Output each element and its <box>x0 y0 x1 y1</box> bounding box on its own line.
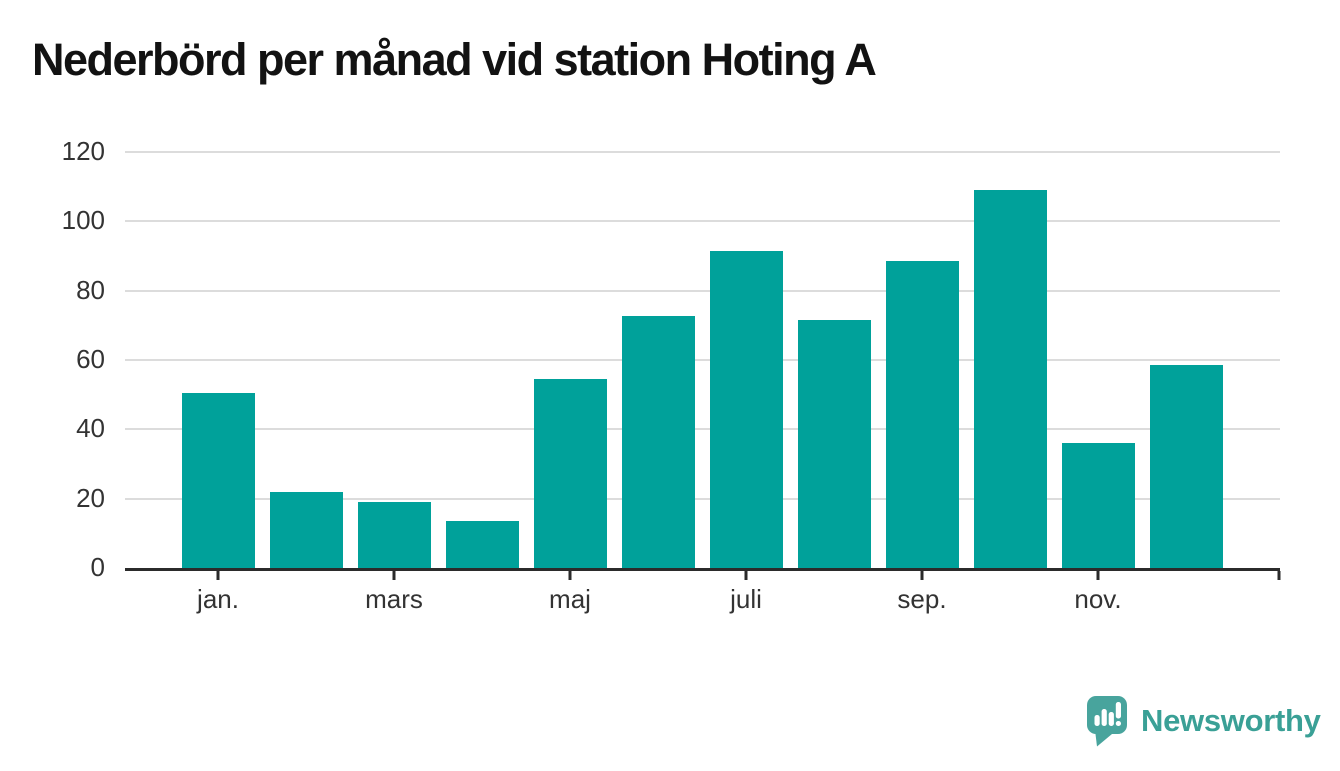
x-axis-tick-label-jan.: jan. <box>197 584 239 614</box>
bar-sep. <box>885 261 959 568</box>
x-axis-tick-label-juli: juli <box>730 584 762 614</box>
gridline-y-80 <box>125 289 1280 292</box>
newsworthy-logo-text: Newsworthy <box>1141 702 1321 738</box>
bar-nov. <box>1061 442 1135 568</box>
x-axis-tick-label-nov.: nov. <box>1074 584 1122 614</box>
x-axis-tick-jan. <box>216 571 220 580</box>
gridline-y-20 <box>125 497 1280 500</box>
y-axis-tick-label-60: 60 <box>76 343 105 374</box>
x-axis-tick-label-mars: mars <box>365 584 423 614</box>
bar-aug. <box>797 320 871 568</box>
newsworthy-speech-bubble-bar-chart-icon <box>1086 694 1128 747</box>
y-axis-tick-label-20: 20 <box>76 482 105 513</box>
x-axis-end-tick <box>1277 571 1280 580</box>
bar-juni <box>621 315 695 568</box>
gridline-y-120 <box>125 151 1280 153</box>
y-axis-tick-label-100: 100 <box>61 205 105 236</box>
bar-dec. <box>1149 365 1223 568</box>
bar-mars <box>357 502 431 568</box>
y-axis-tick-label-80: 80 <box>76 274 105 305</box>
bar-jan. <box>181 392 255 568</box>
x-axis-tick-label-sep.: sep. <box>897 584 947 614</box>
gridline-y-40 <box>125 428 1280 431</box>
x-axis-tick-label-maj: maj <box>549 584 591 614</box>
gridline-y-60 <box>125 359 1280 361</box>
bar-okt. <box>973 190 1047 568</box>
bar-apr. <box>445 520 519 568</box>
x-axis-tick-sep. <box>920 571 924 580</box>
y-axis-tick-label-40: 40 <box>76 413 105 444</box>
x-axis-tick-mars <box>392 571 396 580</box>
y-axis-tick-label-120: 120 <box>61 135 105 166</box>
plot-area: 0 20 40 60 80 100 120 jan. mars maj juli sep. nov. <box>62 138 1280 613</box>
bar-feb. <box>269 492 343 568</box>
chart-title: Nederbörd per månad vid station Hoting A <box>32 34 877 85</box>
x-axis-tick-maj <box>568 571 572 580</box>
y-axis-tick-label-0: 0 <box>90 551 105 582</box>
bar-juli <box>709 250 783 568</box>
x-axis-tick-juli <box>744 571 748 580</box>
newsworthy-logo: Newsworthy <box>1086 694 1321 747</box>
x-axis-tick-nov. <box>1096 571 1100 580</box>
bar-maj <box>533 379 607 568</box>
gridline-y-100 <box>125 220 1280 223</box>
